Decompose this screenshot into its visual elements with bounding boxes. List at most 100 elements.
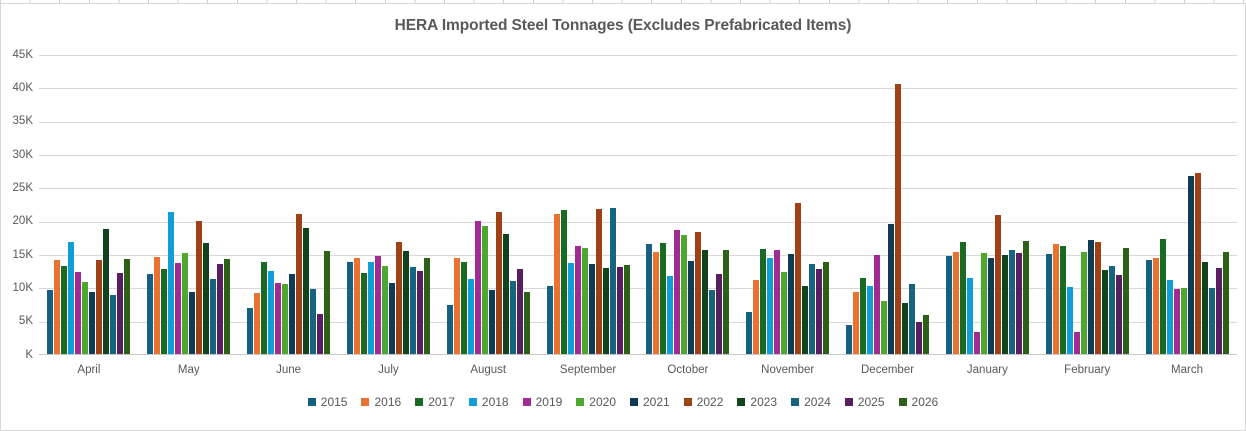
bar-2020-may[interactable] <box>182 253 189 355</box>
bar-2018-october[interactable] <box>667 276 674 355</box>
bar-2018-march[interactable] <box>1166 280 1173 355</box>
bar-2019-november[interactable] <box>774 249 781 355</box>
bar-2020-july[interactable] <box>381 266 388 355</box>
bar-2024-november[interactable] <box>809 263 816 355</box>
bar-2023-may[interactable] <box>203 243 210 355</box>
bar-2023-march[interactable] <box>1201 261 1208 355</box>
chart-title[interactable]: HERA Imported Steel Tonnages (Excludes P… <box>394 17 852 34</box>
bar-2016-september[interactable] <box>553 213 560 355</box>
bar-2019-october[interactable] <box>674 230 681 355</box>
bar-2015-october[interactable] <box>646 244 653 355</box>
bar-2015-march[interactable] <box>1145 260 1152 355</box>
bar-2017-january[interactable] <box>959 242 966 355</box>
bar-2025-september[interactable] <box>616 267 623 355</box>
bar-2019-march[interactable] <box>1173 289 1180 355</box>
bar-2026-may[interactable] <box>224 259 231 355</box>
bar-2024-december[interactable] <box>909 284 916 355</box>
bar-2022-january[interactable] <box>994 215 1001 355</box>
bar-2018-april[interactable] <box>68 241 75 355</box>
bar-2026-june[interactable] <box>324 251 331 355</box>
bar-2018-december[interactable] <box>867 285 874 355</box>
bar-2026-october[interactable] <box>723 250 730 355</box>
bar-2019-july[interactable] <box>374 255 381 355</box>
bar-2015-january[interactable] <box>945 255 952 355</box>
bar-2016-december[interactable] <box>853 292 860 355</box>
bar-2017-october[interactable] <box>660 243 667 355</box>
bar-2019-september[interactable] <box>574 246 581 355</box>
bar-2025-june[interactable] <box>317 314 324 355</box>
bar-2025-january[interactable] <box>1015 253 1022 355</box>
bar-2016-july[interactable] <box>353 258 360 355</box>
bar-2018-september[interactable] <box>567 263 574 355</box>
bar-2017-december[interactable] <box>860 277 867 355</box>
bar-2023-august[interactable] <box>502 234 509 355</box>
bar-2016-june[interactable] <box>254 293 261 355</box>
legend-item-2017[interactable]: 2017 <box>415 396 455 408</box>
bar-2017-march[interactable] <box>1159 239 1166 355</box>
bar-2020-january[interactable] <box>980 253 987 355</box>
bar-2015-april[interactable] <box>47 289 54 355</box>
bar-2021-march[interactable] <box>1187 175 1194 355</box>
bar-2017-february[interactable] <box>1059 245 1066 355</box>
bar-2015-september[interactable] <box>546 285 553 355</box>
bar-2022-november[interactable] <box>795 203 802 355</box>
bar-2015-july[interactable] <box>346 262 353 355</box>
bar-2016-august[interactable] <box>453 258 460 355</box>
bar-2022-july[interactable] <box>395 241 402 355</box>
bar-2021-october[interactable] <box>688 261 695 355</box>
bar-2026-august[interactable] <box>523 291 530 355</box>
bar-2018-november[interactable] <box>767 257 774 355</box>
bar-2021-november[interactable] <box>788 254 795 355</box>
bar-2022-september[interactable] <box>595 209 602 355</box>
bar-2026-march[interactable] <box>1222 252 1229 355</box>
bar-2015-august[interactable] <box>446 305 453 355</box>
bar-2023-june[interactable] <box>303 227 310 355</box>
bar-2020-august[interactable] <box>481 225 488 355</box>
bar-2018-may[interactable] <box>168 211 175 355</box>
bar-2026-july[interactable] <box>423 257 430 355</box>
bar-2019-december[interactable] <box>874 255 881 355</box>
bar-2018-june[interactable] <box>268 271 275 355</box>
bar-2023-february[interactable] <box>1101 270 1108 355</box>
bar-2019-april[interactable] <box>75 272 82 355</box>
bar-2023-september[interactable] <box>602 267 609 355</box>
legend-item-2021[interactable]: 2021 <box>630 396 670 408</box>
bar-2025-february[interactable] <box>1115 275 1122 355</box>
bar-2016-april[interactable] <box>54 260 61 355</box>
bar-2015-february[interactable] <box>1045 253 1052 355</box>
bar-2022-august[interactable] <box>495 211 502 355</box>
bar-2015-november[interactable] <box>746 311 753 355</box>
bar-2022-june[interactable] <box>296 214 303 355</box>
bar-2018-january[interactable] <box>966 278 973 355</box>
bar-2017-june[interactable] <box>261 262 268 355</box>
bar-2024-october[interactable] <box>709 290 716 355</box>
bar-2020-april[interactable] <box>82 282 89 355</box>
bar-2016-may[interactable] <box>154 257 161 355</box>
legend-item-2015[interactable]: 2015 <box>307 396 347 408</box>
bar-2020-march[interactable] <box>1180 287 1187 355</box>
bar-2018-july[interactable] <box>367 262 374 355</box>
bar-2019-february[interactable] <box>1073 332 1080 355</box>
legend-item-2016[interactable]: 2016 <box>361 396 401 408</box>
bar-2022-may[interactable] <box>196 221 203 355</box>
bar-2024-june[interactable] <box>310 289 317 355</box>
bar-2024-february[interactable] <box>1108 266 1115 355</box>
bar-2018-february[interactable] <box>1066 287 1073 355</box>
bar-2023-november[interactable] <box>802 285 809 355</box>
legend-item-2022[interactable]: 2022 <box>683 396 723 408</box>
legend-item-2024[interactable]: 2024 <box>791 396 831 408</box>
bar-2020-september[interactable] <box>581 247 588 355</box>
bar-2025-july[interactable] <box>416 271 423 355</box>
bar-2023-july[interactable] <box>402 251 409 355</box>
bar-2025-august[interactable] <box>516 269 523 355</box>
legend-item-2023[interactable]: 2023 <box>737 396 777 408</box>
bar-2019-may[interactable] <box>175 263 182 355</box>
bar-2022-february[interactable] <box>1094 242 1101 355</box>
bar-2020-october[interactable] <box>681 235 688 355</box>
bar-2021-april[interactable] <box>89 291 96 355</box>
bar-2017-november[interactable] <box>760 249 767 355</box>
bar-2025-april[interactable] <box>117 273 124 355</box>
bar-2023-december[interactable] <box>902 303 909 355</box>
bar-2016-february[interactable] <box>1052 244 1059 355</box>
bar-2015-june[interactable] <box>247 307 254 355</box>
